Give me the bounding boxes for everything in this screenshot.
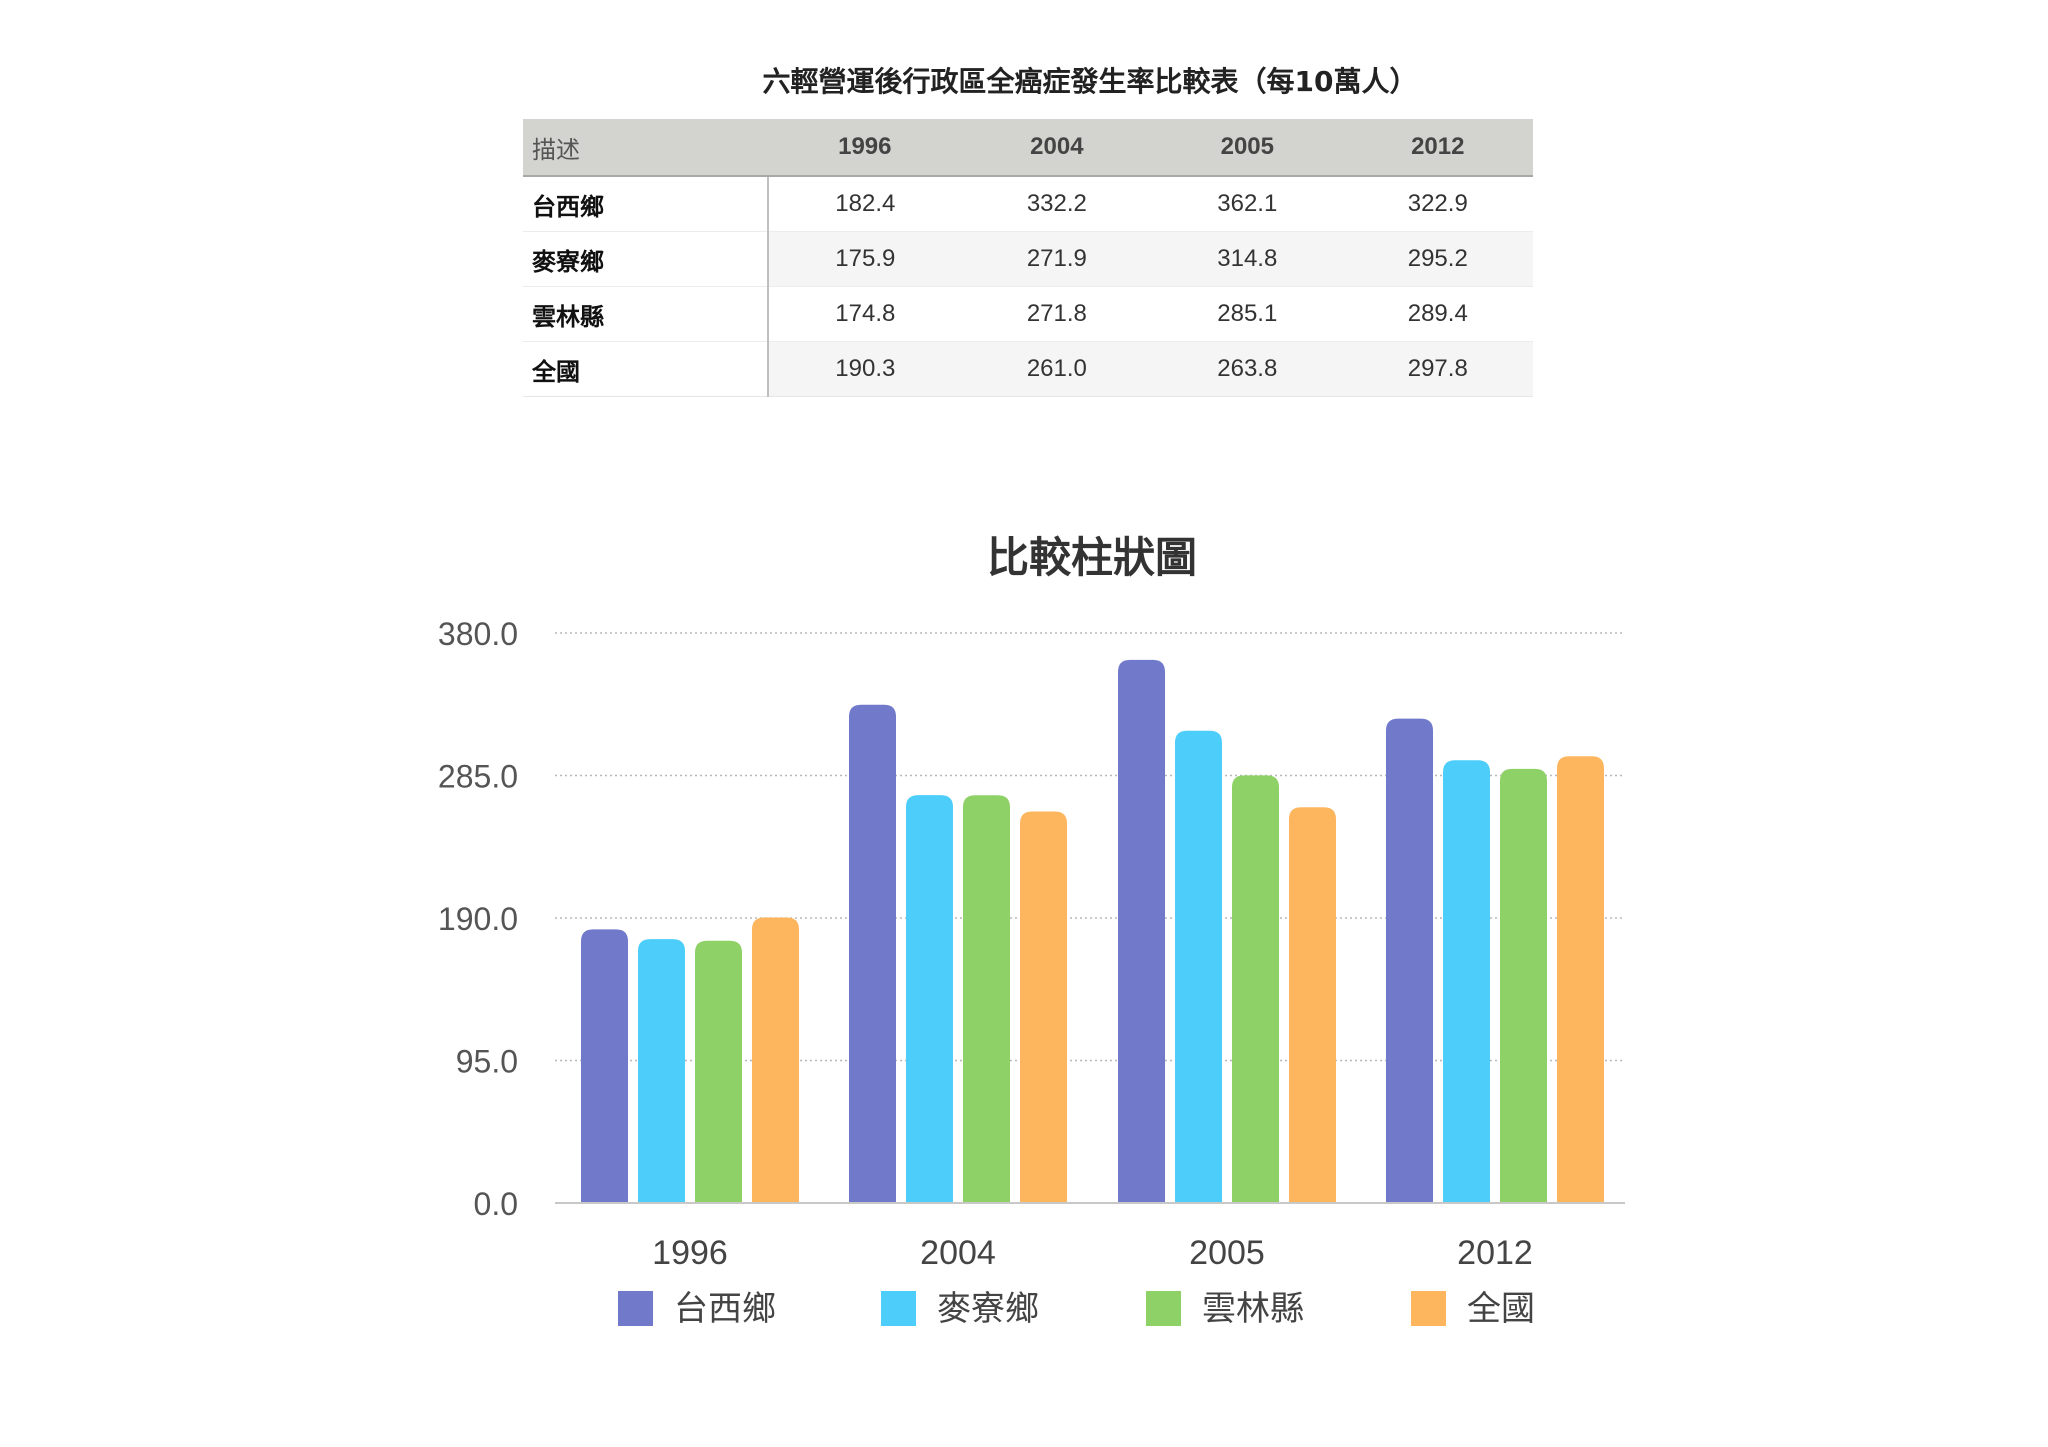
cell-value: 289.4 — [1342, 286, 1533, 342]
bar — [752, 917, 799, 1203]
table-header-row: 描述 1996 2004 2005 2012 — [523, 119, 1533, 177]
header-year: 1996 — [768, 119, 962, 177]
legend-label: 全國 — [1467, 1289, 1535, 1329]
x-tick-label: 2005 — [1189, 1234, 1265, 1272]
header-year: 2012 — [1342, 119, 1533, 177]
bar — [1175, 730, 1222, 1203]
table-row: 全國 190.3 261.0 263.8 297.8 — [523, 341, 1533, 397]
y-tick-label: 285.0 — [438, 759, 518, 795]
row-label: 麥寮鄉 — [523, 231, 769, 287]
x-tick-label: 1996 — [652, 1234, 728, 1272]
y-tick-label: 190.0 — [438, 901, 518, 937]
y-tick-label: 380.0 — [438, 616, 518, 652]
header-year: 2005 — [1152, 119, 1343, 177]
cell-value: 190.3 — [768, 341, 962, 397]
row-label: 雲林縣 — [523, 286, 769, 342]
bar — [906, 795, 953, 1203]
cell-value: 263.8 — [1152, 341, 1343, 397]
bar — [638, 939, 685, 1203]
cell-value: 182.4 — [768, 176, 962, 232]
cell-value: 332.2 — [961, 176, 1153, 232]
cell-value: 297.8 — [1342, 341, 1533, 397]
bar — [1289, 807, 1336, 1203]
table-title: 六輕營運後行政區全癌症發生率比較表（每10萬人） — [762, 65, 1418, 98]
legend-label: 台西鄉 — [674, 1289, 776, 1329]
cell-value: 271.8 — [961, 286, 1153, 342]
bar — [1443, 760, 1490, 1203]
bar — [1118, 659, 1165, 1203]
bar — [1557, 756, 1604, 1203]
bar — [1386, 718, 1433, 1203]
legend-swatch — [618, 1291, 653, 1326]
cell-value: 322.9 — [1342, 176, 1533, 232]
table-row: 麥寮鄉 175.9 271.9 314.8 295.2 — [523, 231, 1533, 287]
y-tick-label: 95.0 — [456, 1044, 518, 1080]
cell-value: 175.9 — [768, 231, 962, 287]
table-row: 台西鄉 182.4 332.2 362.1 322.9 — [523, 176, 1533, 232]
cell-value: 314.8 — [1152, 231, 1343, 287]
y-tick-label: 0.0 — [474, 1186, 518, 1222]
cell-value: 261.0 — [961, 341, 1153, 397]
cell-value: 174.8 — [768, 286, 962, 342]
row-label: 台西鄉 — [523, 176, 769, 232]
bar — [963, 795, 1010, 1203]
row-label: 全國 — [523, 341, 769, 397]
bar — [1500, 768, 1547, 1203]
bar — [581, 929, 628, 1203]
cell-value: 271.9 — [961, 231, 1153, 287]
legend-label: 麥寮鄉 — [937, 1289, 1039, 1329]
table-row: 雲林縣 174.8 271.8 285.1 289.4 — [523, 286, 1533, 342]
x-tick-label: 2004 — [920, 1234, 996, 1272]
bar — [695, 940, 742, 1203]
cell-value: 295.2 — [1342, 231, 1533, 287]
bar — [1232, 775, 1279, 1203]
header-year: 2004 — [961, 119, 1153, 177]
cell-value: 285.1 — [1152, 286, 1343, 342]
legend-label: 雲林縣 — [1202, 1289, 1304, 1329]
cell-value: 362.1 — [1152, 176, 1343, 232]
legend-swatch — [1146, 1291, 1181, 1326]
chart-title: 比較柱狀圖 — [987, 533, 1197, 582]
legend-swatch — [1411, 1291, 1446, 1326]
x-tick-label: 2012 — [1457, 1234, 1533, 1272]
bar — [849, 704, 896, 1203]
bar — [1020, 811, 1067, 1203]
incidence-table: 描述 1996 2004 2005 2012 台西鄉 182.4 332.2 3… — [523, 119, 1533, 397]
legend-swatch — [881, 1291, 916, 1326]
header-desc: 描述 — [523, 119, 768, 177]
